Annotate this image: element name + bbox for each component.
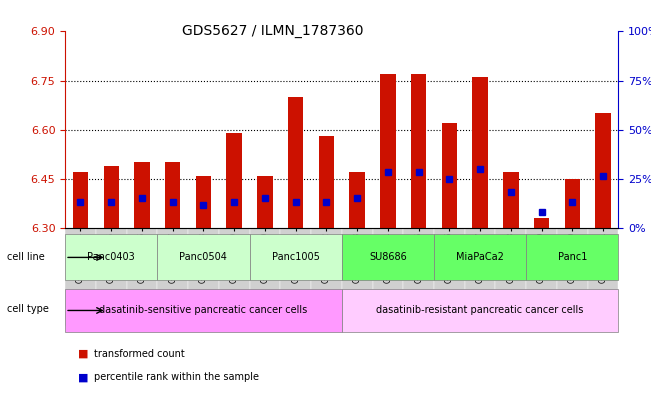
Text: dasatinib-resistant pancreatic cancer cells: dasatinib-resistant pancreatic cancer ce… bbox=[376, 305, 584, 316]
Bar bbox=[350, 172, 365, 228]
Bar bbox=[134, 162, 150, 228]
FancyBboxPatch shape bbox=[65, 228, 96, 326]
Text: SU8686: SU8686 bbox=[369, 252, 407, 263]
Bar bbox=[380, 74, 396, 228]
Text: Panc0504: Panc0504 bbox=[180, 252, 227, 263]
Bar bbox=[73, 172, 88, 228]
FancyBboxPatch shape bbox=[342, 228, 372, 326]
Text: Panc0403: Panc0403 bbox=[87, 252, 135, 263]
Bar bbox=[104, 166, 119, 228]
Text: MiaPaCa2: MiaPaCa2 bbox=[456, 252, 504, 263]
Bar bbox=[534, 218, 549, 228]
FancyBboxPatch shape bbox=[158, 234, 249, 281]
FancyBboxPatch shape bbox=[557, 228, 588, 326]
Text: cell type: cell type bbox=[7, 303, 48, 314]
Bar bbox=[503, 172, 519, 228]
Bar bbox=[257, 176, 273, 228]
FancyBboxPatch shape bbox=[588, 228, 618, 326]
FancyBboxPatch shape bbox=[495, 228, 526, 326]
FancyBboxPatch shape bbox=[434, 234, 526, 281]
Bar bbox=[196, 176, 211, 228]
FancyBboxPatch shape bbox=[65, 234, 158, 281]
Text: ■: ■ bbox=[78, 349, 89, 359]
FancyBboxPatch shape bbox=[526, 228, 557, 326]
FancyBboxPatch shape bbox=[372, 228, 403, 326]
Bar bbox=[564, 179, 580, 228]
FancyBboxPatch shape bbox=[65, 289, 342, 332]
Bar bbox=[227, 133, 242, 228]
Text: GDS5627 / ILMN_1787360: GDS5627 / ILMN_1787360 bbox=[182, 24, 364, 38]
Bar bbox=[319, 136, 334, 228]
Bar bbox=[473, 77, 488, 228]
Text: Panc1: Panc1 bbox=[558, 252, 587, 263]
FancyBboxPatch shape bbox=[96, 228, 126, 326]
FancyBboxPatch shape bbox=[342, 234, 434, 281]
Text: cell line: cell line bbox=[7, 252, 44, 263]
Bar bbox=[441, 123, 457, 228]
Bar bbox=[165, 162, 180, 228]
Bar bbox=[411, 74, 426, 228]
FancyBboxPatch shape bbox=[188, 228, 219, 326]
FancyBboxPatch shape bbox=[311, 228, 342, 326]
Text: dasatinib-sensitive pancreatic cancer cells: dasatinib-sensitive pancreatic cancer ce… bbox=[100, 305, 307, 316]
FancyBboxPatch shape bbox=[434, 228, 465, 326]
FancyBboxPatch shape bbox=[281, 228, 311, 326]
Text: percentile rank within the sample: percentile rank within the sample bbox=[94, 372, 259, 382]
FancyBboxPatch shape bbox=[465, 228, 495, 326]
FancyBboxPatch shape bbox=[126, 228, 158, 326]
FancyBboxPatch shape bbox=[249, 234, 342, 281]
FancyBboxPatch shape bbox=[342, 289, 618, 332]
FancyBboxPatch shape bbox=[403, 228, 434, 326]
Bar bbox=[596, 113, 611, 228]
Text: transformed count: transformed count bbox=[94, 349, 185, 359]
FancyBboxPatch shape bbox=[249, 228, 281, 326]
FancyBboxPatch shape bbox=[526, 234, 618, 281]
FancyBboxPatch shape bbox=[158, 228, 188, 326]
Text: Panc1005: Panc1005 bbox=[271, 252, 320, 263]
FancyBboxPatch shape bbox=[219, 228, 249, 326]
Text: ■: ■ bbox=[78, 372, 89, 382]
Bar bbox=[288, 97, 303, 228]
